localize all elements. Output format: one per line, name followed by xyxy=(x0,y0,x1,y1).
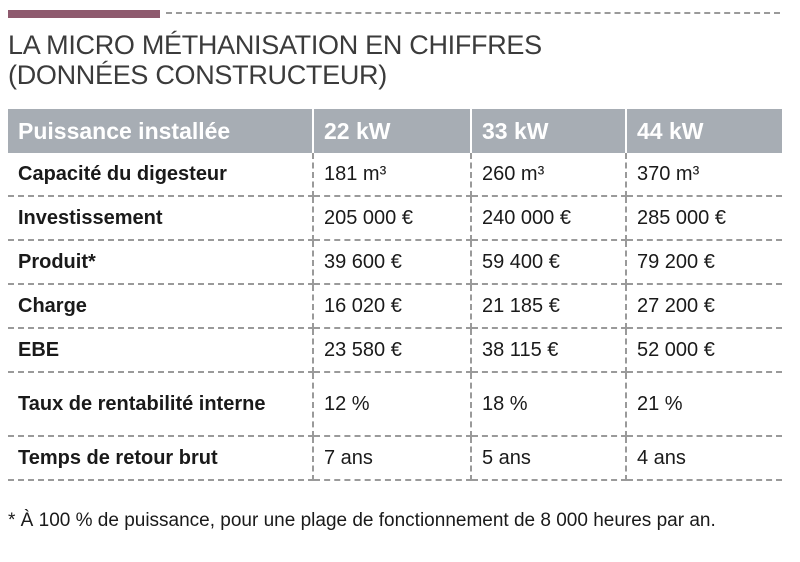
table-cell: 16 020 € xyxy=(314,285,472,329)
row-label: Investissement xyxy=(8,197,314,241)
title-line-2: (DONNÉES CONSTRUCTEUR) xyxy=(8,60,387,90)
table-row: Capacité du digesteur 181 m³ 260 m³ 370 … xyxy=(8,153,782,197)
header-cell-power: Puissance installée xyxy=(8,109,314,153)
table-cell: 12 % xyxy=(314,373,472,437)
table-cell: 59 400 € xyxy=(472,241,627,285)
header-cell-33kw: 33 kW xyxy=(472,109,627,153)
header-cell-44kw: 44 kW xyxy=(627,109,782,153)
table-row: Taux de rentabilité interne 12 % 18 % 21… xyxy=(8,373,782,437)
row-label: Produit* xyxy=(8,241,314,285)
table-row: Charge 16 020 € 21 185 € 27 200 € xyxy=(8,285,782,329)
accent-bar xyxy=(8,10,160,18)
table-cell: 18 % xyxy=(472,373,627,437)
table-cell: 38 115 € xyxy=(472,329,627,373)
data-table: Puissance installée 22 kW 33 kW 44 kW Ca… xyxy=(8,109,782,481)
table-cell: 370 m³ xyxy=(627,153,782,197)
table-row: Produit* 39 600 € 59 400 € 79 200 € xyxy=(8,241,782,285)
table-row: Temps de retour brut 7 ans 5 ans 4 ans xyxy=(8,437,782,481)
table-cell: 5 ans xyxy=(472,437,627,481)
row-label: EBE xyxy=(8,329,314,373)
table-header-row: Puissance installée 22 kW 33 kW 44 kW xyxy=(8,109,782,153)
table-cell: 21 185 € xyxy=(472,285,627,329)
table-cell: 181 m³ xyxy=(314,153,472,197)
page-title: LA MICRO MÉTHANISATION EN CHIFFRES (DONN… xyxy=(8,30,778,90)
table-cell: 7 ans xyxy=(314,437,472,481)
row-label: Capacité du digesteur xyxy=(8,153,314,197)
table-cell: 23 580 € xyxy=(314,329,472,373)
table-cell: 4 ans xyxy=(627,437,782,481)
table-cell: 260 m³ xyxy=(472,153,627,197)
row-label: Temps de retour brut xyxy=(8,437,314,481)
title-line-1: LA MICRO MÉTHANISATION EN CHIFFRES xyxy=(8,30,542,60)
table-cell: 39 600 € xyxy=(314,241,472,285)
header-cell-22kw: 22 kW xyxy=(314,109,472,153)
table-cell: 79 200 € xyxy=(627,241,782,285)
table-row: EBE 23 580 € 38 115 € 52 000 € xyxy=(8,329,782,373)
data-table-container: Puissance installée 22 kW 33 kW 44 kW Ca… xyxy=(8,109,782,481)
table-cell: 21 % xyxy=(627,373,782,437)
dotted-divider xyxy=(166,12,780,14)
table-cell: 27 200 € xyxy=(627,285,782,329)
table-cell: 205 000 € xyxy=(314,197,472,241)
row-label: Taux de rentabilité interne xyxy=(8,373,314,437)
table-cell: 285 000 € xyxy=(627,197,782,241)
row-label: Charge xyxy=(8,285,314,329)
table-row: Investissement 205 000 € 240 000 € 285 0… xyxy=(8,197,782,241)
footnote: * À 100 % de puissance, pour une plage d… xyxy=(8,510,716,531)
table-cell: 240 000 € xyxy=(472,197,627,241)
table-cell: 52 000 € xyxy=(627,329,782,373)
